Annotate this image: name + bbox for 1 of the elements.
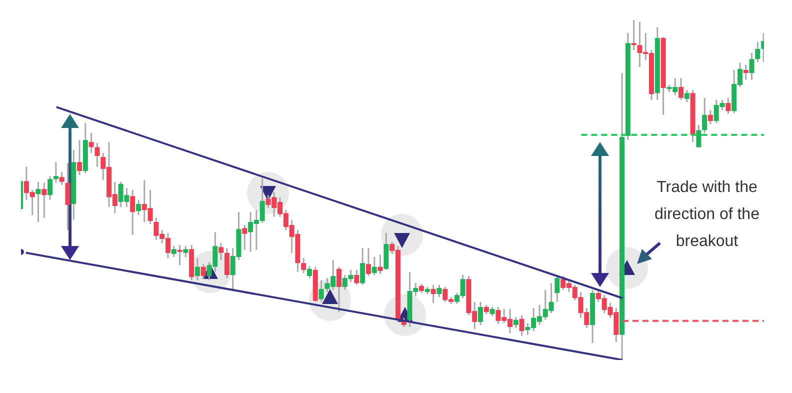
annotation: Trade with the direction of the breakout — [654, 178, 760, 252]
